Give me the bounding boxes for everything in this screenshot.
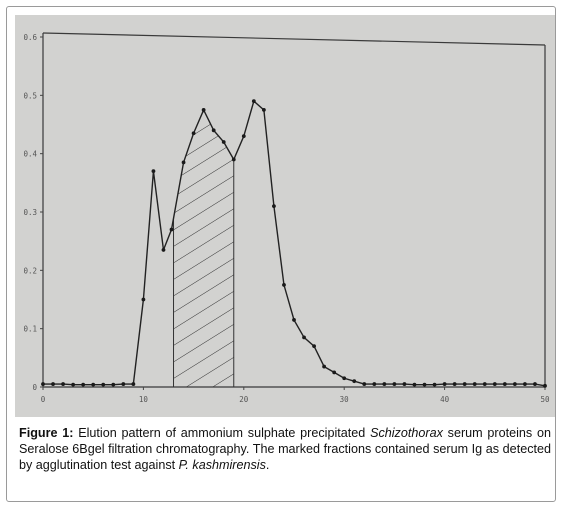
elution-chart: 0 0.1 0.2 0.3 0.4 0.5 0.6 0 10 20 30 40 50 <box>23 32 550 404</box>
y-tick-label: 0 <box>32 383 37 392</box>
data-point <box>169 227 174 232</box>
data-point <box>502 382 507 386</box>
y-tick-label: 0.6 <box>23 33 37 42</box>
data-point <box>432 382 437 387</box>
x-tick-label: 20 <box>239 395 249 404</box>
data-point <box>392 382 397 386</box>
caption-text-1: Elution pattern of ammonium sulphate pre… <box>73 426 371 440</box>
x-tick-label: 50 <box>540 395 550 404</box>
data-point <box>231 157 236 162</box>
data-point <box>71 382 76 387</box>
data-point <box>492 382 497 386</box>
data-point <box>482 382 487 386</box>
data-point <box>472 382 477 386</box>
data-point <box>111 382 116 387</box>
data-point <box>41 382 45 386</box>
top-frame-line <box>42 32 546 46</box>
data-point <box>523 382 527 386</box>
data-point <box>141 297 146 302</box>
caption-label: Figure 1: <box>19 426 74 440</box>
data-point <box>292 318 296 322</box>
x-tick-label: 30 <box>340 395 350 404</box>
data-point <box>412 382 417 387</box>
data-point <box>101 382 106 387</box>
data-point <box>462 382 467 386</box>
data-point <box>81 382 86 387</box>
caption-text-3: . <box>265 458 270 472</box>
data-point <box>422 382 427 387</box>
figure-container: 0 0.1 0.2 0.3 0.4 0.5 0.6 0 10 20 30 40 50 Figure 1:… <box>6 6 556 502</box>
chart-photo: 0 0.1 0.2 0.3 0.4 0.5 0.6 0 10 20 30 40 50 <box>15 15 555 417</box>
y-tick-label: 0.4 <box>23 150 37 159</box>
data-point <box>121 382 126 386</box>
data-point <box>302 335 306 340</box>
caption-text-2: serum proteins on Seralose 6Bgel filtrat… <box>19 426 551 472</box>
data-point <box>402 382 407 386</box>
data-point <box>352 379 357 384</box>
data-point <box>543 383 547 388</box>
y-tick-label: 0.3 <box>23 208 37 217</box>
caption-species-2: P. kashmirensis <box>178 458 266 472</box>
y-tick-label: 0.1 <box>23 325 37 334</box>
shaded-fractions-region <box>173 109 234 388</box>
data-point <box>533 382 537 386</box>
data-point <box>221 140 226 144</box>
data-point <box>251 99 256 104</box>
data-point <box>312 344 316 349</box>
data-point <box>512 382 517 386</box>
data-point <box>51 382 55 386</box>
y-tick-label: 0.5 <box>23 91 37 100</box>
data-point <box>151 169 156 174</box>
data-point <box>372 382 377 386</box>
y-tick-label: 0.2 <box>23 266 37 275</box>
x-tick-label: 0 <box>41 395 46 404</box>
elution-series-line <box>43 99 546 387</box>
x-tick-label: 40 <box>440 395 450 404</box>
data-point <box>91 382 96 387</box>
data-point <box>362 382 367 386</box>
data-point <box>272 204 276 209</box>
data-point <box>332 370 337 375</box>
data-point <box>201 108 206 112</box>
data-point <box>191 131 196 136</box>
data-point <box>452 382 457 386</box>
data-point <box>241 134 246 139</box>
data-point <box>382 382 387 386</box>
data-point <box>261 108 266 112</box>
data-point <box>181 160 186 165</box>
x-tick-label: 10 <box>139 395 149 404</box>
data-point <box>61 382 65 386</box>
data-point <box>131 382 136 386</box>
data-point <box>342 376 347 381</box>
caption-species-1: Schizothorax <box>370 426 443 440</box>
data-point <box>442 382 447 386</box>
figure-caption: Figure 1: Elution pattern of ammonium su… <box>19 425 551 473</box>
data-point <box>322 364 327 369</box>
data-point <box>161 248 166 252</box>
data-point <box>211 128 216 133</box>
data-point <box>282 283 286 287</box>
